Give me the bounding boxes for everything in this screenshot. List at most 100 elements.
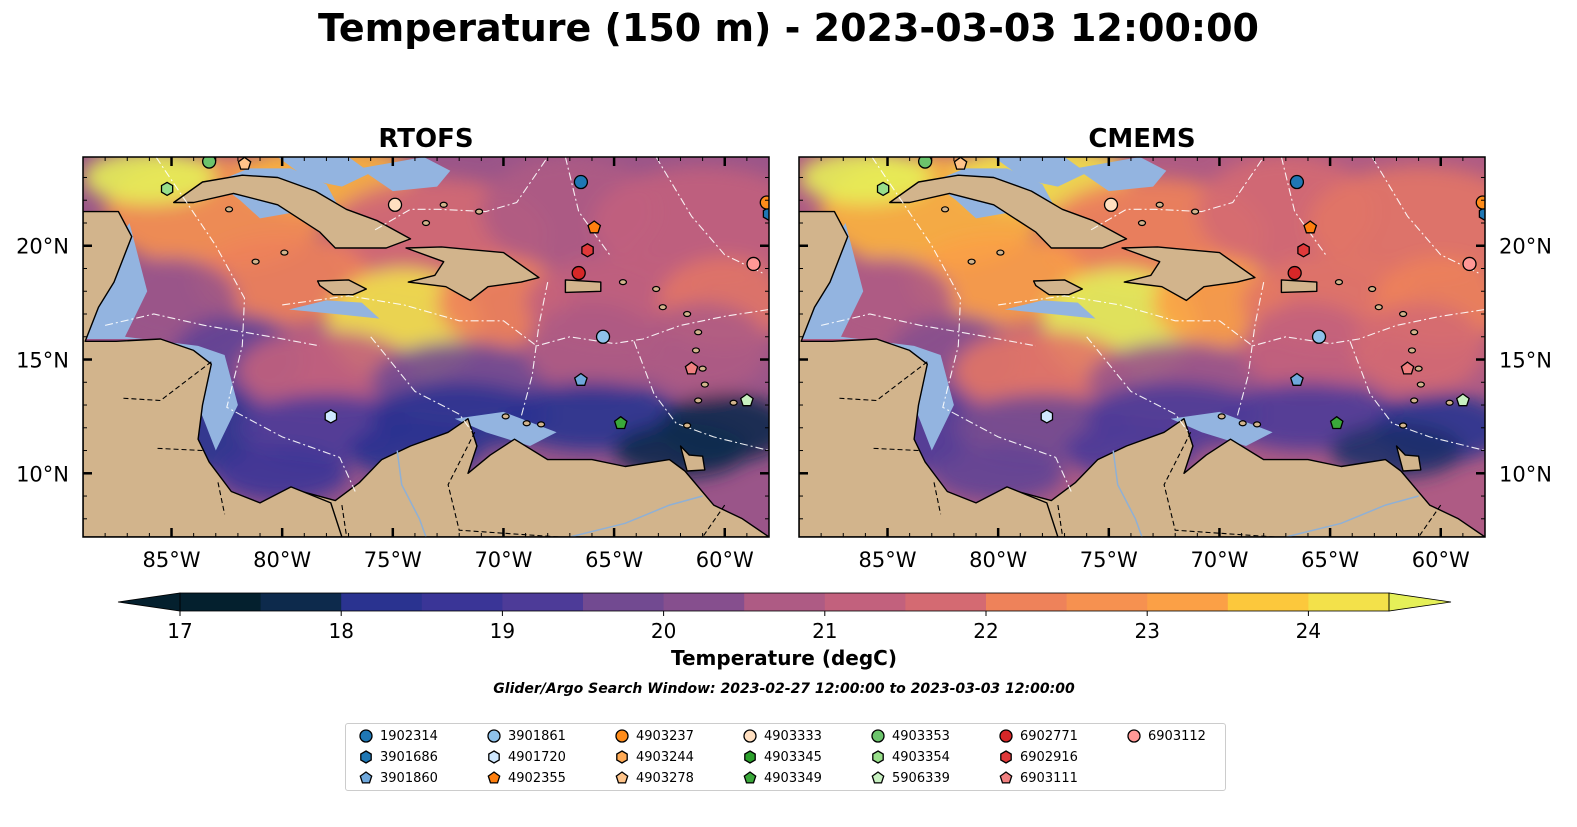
legend-label: 3901686 xyxy=(380,749,438,765)
legend-label: 4903244 xyxy=(636,749,694,765)
legend-item: 6903111 xyxy=(998,768,1078,788)
float-markers xyxy=(876,157,1485,430)
search-window-text: Glider/Argo Search Window: 2023-02-27 12… xyxy=(493,681,1075,697)
map-frame xyxy=(798,156,1486,538)
float-legend: 1902314 3901686 3901860 3901861 4901720 49023… xyxy=(345,723,1226,791)
float-marker-4903237 xyxy=(759,195,769,210)
legend-item: 5906339 xyxy=(870,768,950,788)
legend-marker xyxy=(488,750,500,764)
lat-tick-label: 10°N xyxy=(16,462,69,486)
land-masses xyxy=(799,174,1485,537)
colorbar-segment xyxy=(421,593,503,611)
legend-marker xyxy=(359,729,373,743)
hexagon-marker-icon xyxy=(616,750,628,764)
legend-marker xyxy=(615,729,629,743)
colorbar-tick-label: 21 xyxy=(812,619,837,643)
float-marker-6903112 xyxy=(746,256,761,272)
lon-tick-label: 65°W xyxy=(585,548,643,572)
river xyxy=(569,495,703,537)
float-marker-4903333 xyxy=(1103,197,1119,212)
legend-label: 3901860 xyxy=(380,770,438,786)
legend-label: 6902916 xyxy=(1020,749,1078,765)
legend-item: 6902916 xyxy=(998,747,1078,767)
colorbar-segment xyxy=(502,593,584,611)
colorbar-segment xyxy=(663,593,745,611)
float-marker-3901686 xyxy=(1478,206,1485,222)
legend-label: 4903353 xyxy=(892,728,950,744)
pentagon-marker-icon xyxy=(615,771,629,784)
float-marker-6902916 xyxy=(1297,243,1310,258)
map-area xyxy=(83,157,769,537)
legend-item: 4903278 xyxy=(614,768,694,788)
legend-marker xyxy=(487,729,501,743)
legend-marker xyxy=(871,771,885,784)
legend-item: 4903354 xyxy=(870,747,950,767)
float-marker-4903353 xyxy=(917,157,933,169)
river xyxy=(1285,495,1419,537)
float-marker-3901861 xyxy=(595,329,611,344)
legend-marker xyxy=(360,750,372,764)
land-masses xyxy=(83,174,769,537)
legend-item: 4903345 xyxy=(742,747,822,767)
legend-item: 4903349 xyxy=(742,768,822,788)
legend-label: 4903237 xyxy=(636,728,694,744)
float-marker-5906339 xyxy=(1455,393,1470,407)
lon-tick-label: 65°W xyxy=(1301,548,1359,572)
lon-tick-label: 85°W xyxy=(859,548,917,572)
float-marker-4903354 xyxy=(160,181,174,197)
float-marker-4903278 xyxy=(953,157,968,170)
legend-item: 4903244 xyxy=(614,747,694,767)
legend-item: 3901686 xyxy=(358,747,438,767)
legend-label: 4903333 xyxy=(764,728,822,744)
float-marker-6903111 xyxy=(1400,361,1415,375)
lon-tick-label: 70°W xyxy=(474,548,532,572)
legend-label: 4903345 xyxy=(764,749,822,765)
figure-title: Temperature (150 m) - 2023-03-03 12:00:0… xyxy=(317,6,1259,50)
map-panel-cmems: CMEMS 85°W 80°W 75°W 70°W 65°W 60°W 20°N 15°N 10°… xyxy=(798,124,1552,572)
legend-label: 3901861 xyxy=(508,728,566,744)
legend-label: 5906339 xyxy=(892,770,950,786)
colorbar: 17 18 19 20 21 22 23 24 Temperature (degC) Glider… xyxy=(117,592,1452,697)
float-marker-3901860 xyxy=(1289,372,1304,386)
colorbar-segment xyxy=(986,593,1068,611)
colorbar-tick-label: 20 xyxy=(651,619,676,643)
legend-marker xyxy=(744,750,756,764)
legend-label: 6903112 xyxy=(1148,728,1206,744)
map-panels: RTOFS 85°W 80°W 75°W 70°W 65°W 60°W 20°N 15°N 10°… xyxy=(16,124,1552,572)
country-borders xyxy=(838,361,1442,537)
small-islands xyxy=(224,201,738,429)
legend-label: 6902771 xyxy=(1020,728,1078,744)
colorbar-segment xyxy=(824,593,906,611)
float-marker-4903333 xyxy=(387,197,403,212)
lat-tick-label: 15°N xyxy=(1499,349,1552,373)
legend-marker xyxy=(359,771,373,784)
circle-marker-icon xyxy=(359,729,373,743)
float-marker-6902916 xyxy=(581,243,594,258)
legend-label: 4903354 xyxy=(892,749,950,765)
float-marker-3901861 xyxy=(1311,329,1327,344)
pentagon-marker-icon xyxy=(871,771,885,784)
colorbar-segment xyxy=(744,593,826,611)
lon-tick-label: 85°W xyxy=(143,548,201,572)
colorbar-extend-high xyxy=(1388,592,1452,612)
legend-marker xyxy=(615,771,629,784)
lon-tick-label: 80°W xyxy=(253,548,311,572)
legend-item: 1902314 xyxy=(358,726,438,746)
lon-tick-label: 70°W xyxy=(1190,548,1248,572)
hexagon-marker-icon xyxy=(744,750,756,764)
map-panel-rtofs: RTOFS 85°W 80°W 75°W 70°W 65°W 60°W 20°N 15°N 10°… xyxy=(16,124,770,572)
legend-label: 4902355 xyxy=(508,770,566,786)
legend-item: 4903237 xyxy=(614,726,694,746)
float-marker-4902355 xyxy=(1303,220,1318,234)
legend-marker xyxy=(999,729,1013,743)
legend-marker xyxy=(743,771,757,784)
legend-item: 4901720 xyxy=(486,747,566,767)
float-marker-1902314 xyxy=(1289,174,1305,190)
float-marker-4903278 xyxy=(237,157,252,170)
colorbar-segment xyxy=(260,593,342,611)
panel-title: RTOFS xyxy=(378,124,473,154)
hexagon-marker-icon xyxy=(1000,750,1012,764)
legend-marker xyxy=(616,750,628,764)
map-frame xyxy=(82,156,770,538)
